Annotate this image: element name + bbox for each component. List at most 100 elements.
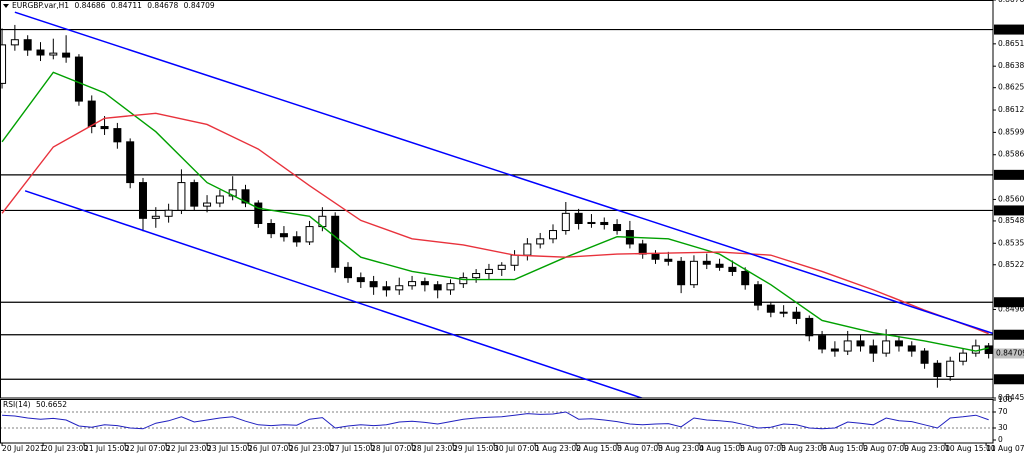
level-label-box (994, 374, 1024, 385)
x-tick-label: 3 Aug 07:00 (617, 444, 663, 453)
candle-body (920, 350, 929, 364)
candle-body (36, 49, 45, 56)
price-panel (0, 11, 993, 398)
x-tick-label: 22 Jul 23:00 (166, 444, 211, 453)
x-tick-label: 28 Jul 23:00 (412, 444, 457, 453)
candle-body (561, 212, 570, 232)
candle-body (74, 56, 83, 102)
candle-body (600, 221, 609, 226)
candle-body (523, 243, 532, 256)
candle-body (792, 311, 801, 319)
y-tick-label: 0.85225 (998, 260, 1024, 269)
candle-body (894, 340, 903, 347)
x-tick-label: 29 Jul 15:00 (453, 444, 498, 453)
price-frame (0, 0, 994, 399)
quote-low: 0.84678 (147, 1, 178, 10)
rsi-header: RSI(14) 50.6652 (3, 400, 67, 409)
candle-body (689, 260, 698, 286)
candle-body (587, 221, 596, 224)
candle-body (484, 268, 493, 275)
candle-body (305, 226, 314, 243)
candle-body (869, 345, 878, 354)
x-tick-label: 5 Aug 07:00 (740, 444, 786, 453)
candle-body (497, 264, 506, 270)
candle-body (664, 258, 673, 262)
candle-body (946, 360, 955, 378)
candle-body (433, 284, 442, 291)
candle-body (984, 345, 993, 354)
y-tick-label: 0.85865 (998, 150, 1024, 159)
x-tick-label: 23 Jul 15:00 (207, 444, 252, 453)
candle-body (536, 238, 545, 245)
candle-body (10, 39, 19, 46)
candle-body (100, 126, 109, 130)
candle-body (882, 340, 891, 354)
candle-body (267, 222, 276, 235)
level-label: 0.85541 (996, 205, 1024, 214)
candle-body (779, 311, 788, 314)
rsi-line (2, 411, 989, 430)
y-tick-label: 0.84965 (998, 304, 1024, 313)
candle-body (62, 52, 71, 58)
level-label: 0.84818 (996, 330, 1024, 339)
level-label-box (994, 297, 1024, 308)
x-tick-label: 9 Aug 23:00 (904, 444, 950, 453)
x-tick-label: 4 Aug 15:00 (699, 444, 745, 453)
candle-body (0, 44, 7, 84)
candle-body (613, 224, 622, 232)
candle-body (510, 254, 519, 266)
candle-body (856, 340, 865, 347)
symbol: EURGBP.var,H1 (12, 1, 69, 10)
candle-body (395, 285, 404, 291)
candle-body (677, 260, 686, 286)
x-tick-label: 3 Aug 23:00 (658, 444, 704, 453)
rsi-value: 50.6652 (36, 400, 67, 409)
rsi-tick-label: 30 (998, 423, 1008, 432)
quote-close: 0.84709 (184, 1, 215, 10)
candle-body (113, 128, 122, 143)
candle-body (343, 266, 352, 279)
rsi-label: RSI(14) (3, 400, 31, 409)
candle-body (638, 243, 647, 255)
symbol-menu-arrow[interactable] (3, 4, 9, 8)
candle-body (715, 263, 724, 268)
rsi-panel (0, 411, 993, 430)
candle-body (203, 202, 212, 207)
y-tick-label: 0.86125 (998, 105, 1024, 114)
x-tick-label: 5 Aug 23:00 (781, 444, 827, 453)
candle-body (241, 189, 250, 204)
x-tick-label: 21 Jul 15:00 (84, 444, 129, 453)
y-tick-label: 0.85995 (998, 127, 1024, 136)
candle-body (420, 281, 429, 286)
y-tick-label: 0.85605 (998, 194, 1024, 203)
quote-high: 0.84711 (111, 1, 142, 10)
candle-body (754, 284, 763, 306)
candle-body (356, 277, 365, 283)
level-label: 0.85748 (996, 170, 1024, 179)
x-tick-label: 1 Aug 23:00 (535, 444, 581, 453)
x-tick-label: 11 Aug 07:00 (986, 444, 1024, 453)
trend-line (14, 11, 993, 335)
level-label: 0.86593 (996, 25, 1024, 34)
moving-average (1, 71, 989, 352)
candle-body (292, 236, 301, 243)
candle-body (446, 283, 455, 291)
moving-average (1, 112, 989, 335)
x-tick-label: 26 Jul 23:00 (289, 444, 334, 453)
x-tick-label: 10 Aug 15:00 (945, 444, 996, 453)
level-label: 0.85007 (996, 297, 1024, 306)
candle-body (818, 335, 827, 350)
y-tick-label: 0.84450 (998, 393, 1024, 402)
candle-body (177, 182, 186, 211)
level-label-box (994, 169, 1024, 180)
level-label: 0.84559 (996, 374, 1024, 383)
rsi-tick-label: 100 (998, 395, 1013, 404)
x-tick-label: 22 Jul 07:00 (125, 444, 170, 453)
candle-body (23, 39, 32, 51)
